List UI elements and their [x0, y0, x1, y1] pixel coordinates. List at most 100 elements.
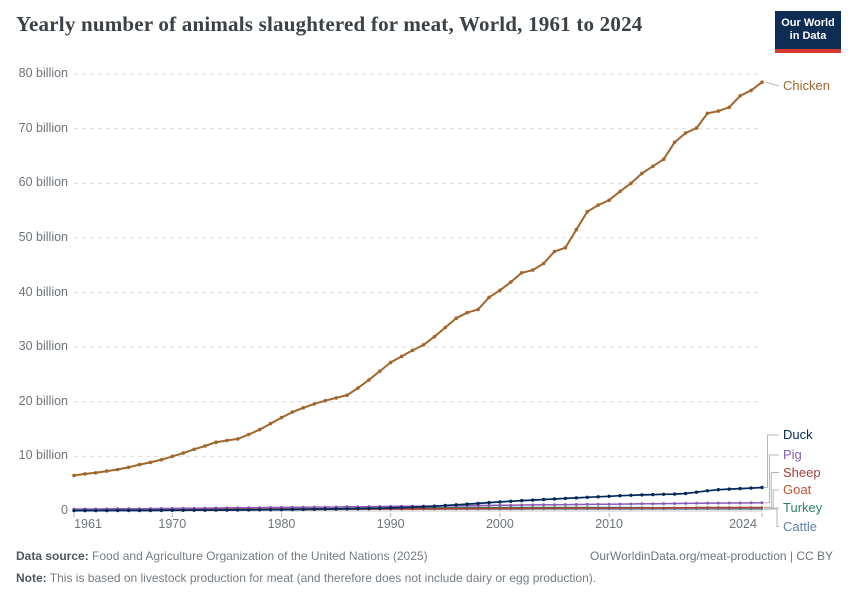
data-point-chicken — [509, 280, 513, 284]
data-point-chicken — [115, 467, 120, 472]
data-point-chicken — [465, 310, 469, 315]
data-point-duck — [323, 507, 327, 511]
data-point-duck — [236, 508, 240, 512]
data-point-chicken — [72, 473, 76, 478]
data-point-sheep — [662, 506, 665, 509]
data-point-chicken — [323, 398, 328, 403]
data-point-chicken — [378, 369, 382, 374]
series-label-turkey[interactable]: Turkey — [783, 500, 823, 515]
footer-note-label: Note: — [16, 571, 47, 585]
data-point-chicken — [672, 140, 677, 145]
data-point-sheep — [553, 506, 556, 510]
data-point-duck — [487, 500, 491, 505]
data-point-pig — [684, 501, 688, 505]
data-point-duck — [247, 508, 251, 512]
series-label-pig[interactable]: Pig — [783, 447, 802, 462]
data-point-chicken — [738, 94, 742, 98]
data-point-duck — [738, 486, 742, 491]
data-point-sheep — [455, 507, 458, 510]
label-connector — [765, 81, 780, 87]
data-point-chicken — [727, 105, 731, 110]
data-point-pig — [662, 502, 666, 506]
data-point-sheep — [739, 506, 742, 509]
x-axis-tick-label: 2010 — [595, 517, 624, 531]
data-point-sheep — [575, 506, 578, 509]
data-point-chicken — [367, 378, 371, 382]
data-point-pig — [542, 503, 546, 507]
data-point-chicken — [596, 203, 600, 207]
data-point-duck — [531, 498, 535, 502]
y-axis-tick-label: 70 billion — [18, 120, 68, 135]
data-point-duck — [312, 507, 316, 511]
data-point-pig — [498, 503, 502, 507]
data-point-sheep — [717, 506, 720, 509]
data-point-duck — [694, 490, 699, 494]
data-point-duck — [192, 508, 196, 512]
data-point-sheep — [706, 506, 709, 509]
label-connector — [764, 454, 779, 504]
series-line-chicken[interactable] — [73, 81, 763, 477]
series-label-cattle[interactable]: Cattle — [783, 518, 817, 534]
series-label-chicken[interactable]: Chicken — [783, 78, 830, 93]
data-point-chicken — [585, 209, 590, 214]
y-axis-tick-label: 80 billion — [18, 66, 68, 80]
data-point-pig — [651, 502, 655, 506]
data-point-duck — [476, 501, 480, 506]
series-label-duck[interactable]: Duck — [783, 427, 813, 442]
data-point-chicken — [181, 451, 185, 455]
citation-link[interactable]: OurWorldinData.org/meat-production | CC … — [590, 549, 833, 563]
data-point-duck — [672, 492, 677, 496]
data-point-sheep — [444, 507, 447, 510]
data-point-duck — [541, 497, 546, 502]
data-point-duck — [552, 497, 557, 501]
data-point-duck — [116, 508, 120, 513]
footer-source-label: Data source: — [16, 549, 89, 563]
data-point-duck — [509, 499, 513, 503]
data-point-pig — [629, 502, 633, 506]
data-point-duck — [279, 507, 284, 512]
y-axis-tick-label: 60 billion — [18, 175, 68, 190]
data-point-chicken — [661, 157, 666, 161]
data-point-chicken — [607, 198, 611, 202]
x-axis-tick-label: 2024 — [729, 517, 757, 531]
data-point-pig — [607, 502, 611, 506]
data-point-chicken — [683, 131, 688, 135]
data-point-chicken — [148, 460, 153, 465]
data-point-duck — [749, 486, 753, 490]
data-point-sheep — [509, 507, 512, 510]
data-point-pig — [640, 502, 644, 506]
data-point-pig — [574, 503, 578, 506]
series-label-sheep[interactable]: Sheep — [783, 464, 821, 480]
data-point-sheep — [477, 507, 480, 510]
data-point-duck — [662, 492, 666, 496]
data-point-duck — [170, 508, 174, 512]
data-point-chicken — [563, 245, 568, 250]
series-line-duck[interactable] — [74, 486, 763, 512]
data-point-duck — [72, 508, 76, 513]
data-point-chicken — [246, 432, 251, 437]
data-point-duck — [126, 508, 131, 513]
data-point-sheep — [640, 506, 644, 509]
data-point-chicken — [410, 348, 415, 353]
owid-logo[interactable]: Our World in Data — [775, 11, 841, 53]
data-point-chicken — [519, 271, 524, 275]
data-point-sheep — [466, 507, 469, 510]
data-point-pig — [618, 502, 622, 506]
series-label-goat[interactable]: Goat — [783, 482, 812, 497]
data-point-chicken — [203, 444, 207, 448]
data-point-chicken — [301, 406, 306, 410]
data-point-duck — [683, 491, 688, 496]
data-point-chicken — [749, 88, 753, 93]
footer-source: Data source: Food and Agriculture Organi… — [16, 549, 428, 563]
y-axis-tick-label: 40 billion — [18, 284, 68, 299]
data-point-sheep — [760, 506, 764, 509]
data-point-chicken — [192, 447, 196, 452]
data-point-duck — [727, 487, 731, 491]
data-point-chicken — [640, 171, 644, 176]
data-point-duck — [214, 508, 218, 512]
data-point-chicken — [105, 469, 109, 473]
data-point-chicken — [159, 457, 164, 462]
page-title: Yearly number of animals slaughtered for… — [16, 12, 643, 36]
